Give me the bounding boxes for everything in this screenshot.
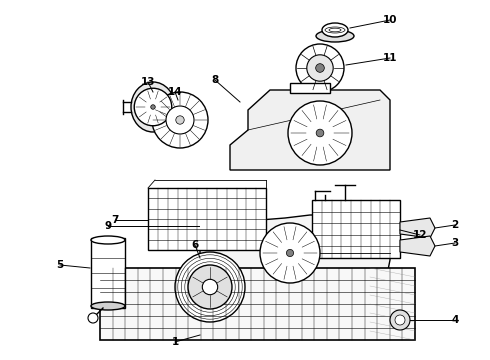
Text: 11: 11	[383, 53, 397, 63]
Circle shape	[88, 313, 98, 323]
Circle shape	[296, 44, 344, 92]
Bar	[91, 238, 125, 308]
Circle shape	[390, 310, 410, 330]
Text: 3: 3	[451, 238, 459, 248]
Polygon shape	[400, 218, 435, 238]
Text: 13: 13	[141, 77, 155, 87]
Circle shape	[288, 101, 352, 165]
Ellipse shape	[91, 236, 125, 244]
Text: 14: 14	[168, 87, 182, 97]
Circle shape	[176, 116, 184, 124]
Circle shape	[316, 129, 324, 137]
Bar	[100, 268, 415, 340]
Bar	[148, 188, 266, 250]
Text: 9: 9	[104, 221, 112, 231]
Ellipse shape	[316, 30, 354, 42]
Text: 4: 4	[451, 315, 459, 325]
Circle shape	[286, 249, 294, 257]
Circle shape	[260, 223, 320, 283]
Circle shape	[151, 105, 155, 109]
Ellipse shape	[131, 82, 175, 132]
Polygon shape	[400, 236, 435, 256]
Text: 6: 6	[192, 240, 198, 250]
Ellipse shape	[91, 302, 125, 310]
Polygon shape	[230, 90, 390, 170]
Circle shape	[316, 64, 324, 72]
Text: 2: 2	[451, 220, 459, 230]
Circle shape	[152, 92, 208, 148]
Bar	[312, 200, 400, 258]
Circle shape	[175, 252, 245, 322]
Circle shape	[166, 106, 194, 134]
Bar	[290, 83, 330, 93]
Circle shape	[307, 55, 333, 81]
Text: 10: 10	[383, 15, 397, 25]
Circle shape	[395, 315, 405, 325]
Polygon shape	[200, 215, 390, 295]
Ellipse shape	[322, 23, 348, 37]
Text: 8: 8	[211, 75, 219, 85]
Text: 7: 7	[111, 215, 119, 225]
Circle shape	[188, 265, 232, 309]
Circle shape	[202, 279, 218, 295]
Text: 12: 12	[413, 230, 427, 240]
Text: 1: 1	[172, 337, 179, 347]
Text: 5: 5	[56, 260, 64, 270]
Circle shape	[134, 88, 172, 126]
